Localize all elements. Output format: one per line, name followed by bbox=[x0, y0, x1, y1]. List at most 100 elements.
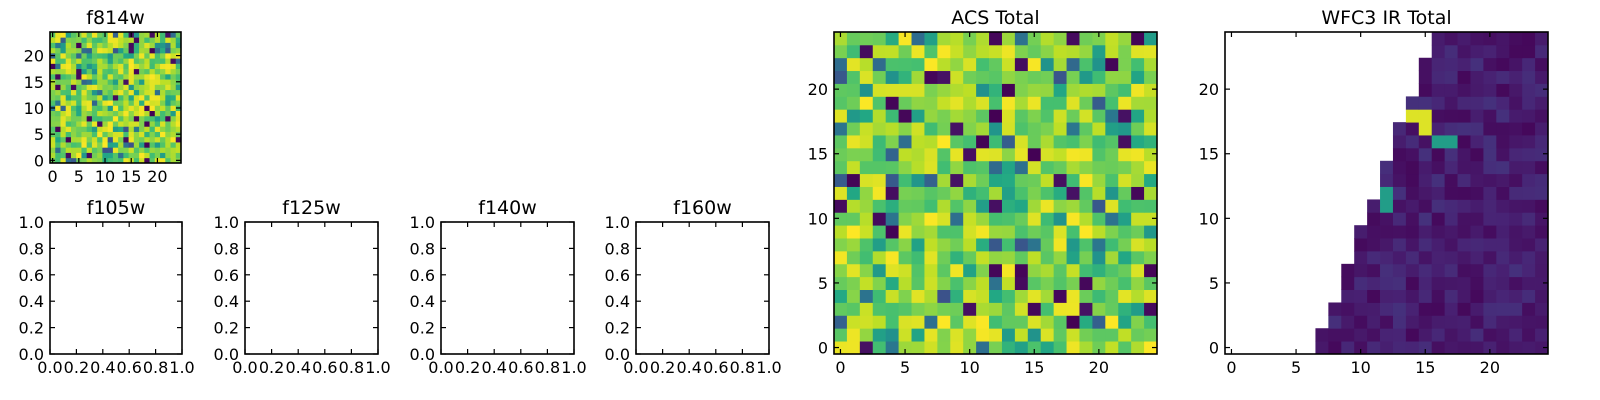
heatmap-cell bbox=[1535, 135, 1549, 149]
heatmap-cell bbox=[133, 157, 140, 164]
heatmap-cell bbox=[1431, 263, 1446, 278]
heatmap-cell bbox=[76, 152, 82, 159]
heatmap-cell bbox=[123, 63, 129, 70]
heatmap-cell bbox=[1470, 173, 1484, 187]
x-tick-label: 20 bbox=[1089, 358, 1109, 377]
heatmap-cell bbox=[70, 152, 77, 159]
heatmap-cell bbox=[55, 152, 61, 159]
heatmap-cell bbox=[139, 105, 145, 111]
heatmap-cell bbox=[1496, 135, 1510, 149]
heatmap-cell bbox=[1105, 109, 1119, 123]
heatmap-cell bbox=[65, 42, 72, 49]
heatmap-cell bbox=[1444, 341, 1458, 355]
heatmap-cell bbox=[963, 199, 977, 213]
heatmap-cell bbox=[70, 131, 77, 138]
heatmap-cell bbox=[170, 47, 177, 54]
heatmap-cell bbox=[1066, 160, 1080, 175]
heatmap-cell bbox=[1014, 57, 1029, 72]
heatmap-cell bbox=[846, 44, 861, 59]
heatmap-cell bbox=[123, 52, 129, 59]
heatmap-cell bbox=[1470, 263, 1484, 278]
heatmap-cell bbox=[97, 79, 103, 85]
heatmap-cell bbox=[97, 110, 103, 117]
heatmap-cell bbox=[989, 250, 1003, 265]
heatmap-cell bbox=[149, 89, 156, 96]
heatmap-cell bbox=[139, 37, 145, 43]
heatmap-cell bbox=[97, 37, 103, 43]
heatmap-cell bbox=[144, 94, 150, 101]
heatmap-cell bbox=[1053, 315, 1067, 329]
y-tick-label: 0.6 bbox=[410, 266, 435, 285]
heatmap-cell bbox=[976, 57, 990, 72]
heatmap-cell bbox=[1535, 83, 1549, 97]
heatmap-cell bbox=[1341, 302, 1355, 316]
heatmap-cell bbox=[1079, 328, 1093, 342]
heatmap-cell bbox=[149, 147, 156, 153]
heatmap-cell bbox=[924, 341, 938, 355]
heatmap-cell bbox=[1027, 302, 1042, 316]
heatmap-cell bbox=[1092, 109, 1106, 123]
heatmap-cell bbox=[1483, 315, 1497, 329]
heatmap-cell bbox=[911, 122, 925, 136]
heatmap-cell bbox=[859, 199, 874, 213]
heatmap-cell bbox=[118, 110, 124, 117]
heatmap-cell bbox=[1144, 199, 1158, 213]
heatmap-cell bbox=[154, 68, 161, 75]
heatmap-cell bbox=[911, 328, 925, 342]
heatmap-cell bbox=[1418, 225, 1433, 239]
heatmap-cell bbox=[963, 83, 977, 97]
heatmap-cell bbox=[165, 89, 171, 96]
heatmap-cell bbox=[1405, 341, 1420, 355]
heatmap-cell bbox=[1040, 70, 1055, 84]
heatmap-cell bbox=[139, 131, 145, 138]
heatmap-cell bbox=[898, 302, 912, 316]
heatmap-cell bbox=[165, 157, 171, 164]
heatmap-cell bbox=[55, 32, 61, 38]
heatmap-cell bbox=[70, 105, 77, 111]
heatmap-cell bbox=[139, 100, 145, 106]
heatmap-cell bbox=[1470, 225, 1484, 239]
heatmap-cell bbox=[118, 115, 124, 122]
heatmap-cell bbox=[1144, 83, 1158, 97]
heatmap-cell bbox=[1118, 302, 1132, 316]
heatmap-cell bbox=[1392, 315, 1407, 329]
heatmap-cell bbox=[1444, 70, 1458, 84]
heatmap-cell bbox=[846, 315, 861, 329]
heatmap-cell bbox=[1066, 225, 1080, 239]
heatmap-cell bbox=[128, 58, 135, 64]
heatmap-cell bbox=[118, 136, 124, 143]
heatmap-cell bbox=[1027, 44, 1042, 59]
heatmap-cell bbox=[1405, 160, 1420, 175]
heatmap-cell bbox=[60, 105, 67, 111]
heatmap-cell bbox=[55, 52, 61, 59]
heatmap-cell bbox=[1380, 276, 1394, 290]
heatmap-cell bbox=[1079, 147, 1093, 162]
heatmap-cell bbox=[885, 135, 899, 149]
y-tick-label: 1.0 bbox=[605, 213, 630, 232]
heatmap-cell bbox=[937, 238, 951, 252]
heatmap-cell bbox=[1405, 328, 1420, 342]
heatmap-cell bbox=[924, 70, 938, 84]
heatmap-cell bbox=[1483, 147, 1497, 162]
heatmap-cell bbox=[118, 142, 124, 148]
heatmap-cell bbox=[898, 96, 912, 110]
heatmap-cell bbox=[1483, 96, 1497, 110]
heatmap-cell bbox=[989, 199, 1003, 213]
heatmap-cell bbox=[50, 100, 56, 106]
x-tick-label: 15 bbox=[1415, 358, 1435, 377]
heatmap-cell bbox=[1053, 212, 1067, 226]
heatmap-cell bbox=[50, 136, 56, 143]
heatmap-cell bbox=[963, 147, 977, 162]
x-tick-label: 0.2 bbox=[259, 358, 284, 377]
heatmap-cell bbox=[102, 152, 109, 159]
heatmap-cell bbox=[989, 276, 1003, 290]
heatmap-cell bbox=[91, 42, 98, 49]
heatmap-cell bbox=[1522, 302, 1536, 316]
heatmap-cell bbox=[81, 121, 88, 127]
heatmap-cell bbox=[1457, 250, 1471, 265]
heatmap-cell bbox=[1444, 160, 1458, 175]
heatmap-cell bbox=[107, 152, 114, 159]
heatmap-cell bbox=[65, 142, 72, 148]
heatmap-cell bbox=[1535, 250, 1549, 265]
